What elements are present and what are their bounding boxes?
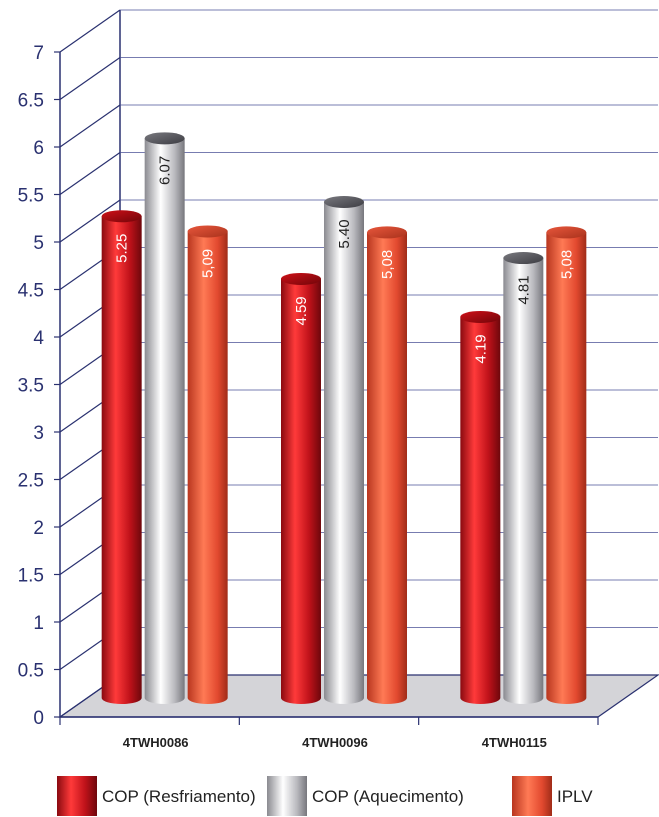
data-label: 5,09 — [200, 249, 217, 278]
y-tick-label: 7 — [33, 43, 44, 64]
bar: 4.81 — [503, 252, 544, 704]
data-label: 6.07 — [157, 156, 174, 185]
x-category-label: 4TWH0096 — [302, 735, 368, 750]
y-tick-label: 4.5 — [18, 281, 44, 302]
data-label: 5,08 — [379, 250, 396, 279]
data-label: 4.59 — [293, 296, 310, 325]
y-tick-label: 2.5 — [18, 471, 44, 492]
bar-cap — [460, 310, 501, 323]
bar-body — [324, 202, 364, 704]
y-tick-label: 5 — [33, 233, 44, 254]
bar-body — [503, 258, 544, 704]
bar: 4.19 — [460, 310, 501, 704]
bar-body — [367, 232, 407, 704]
legend-item: COP (Aquecimento) — [267, 776, 464, 816]
legend-swatch — [57, 776, 97, 816]
y-tick-label: 6 — [33, 138, 44, 159]
bars: 5.25 6.07 5,09 4.59 5.40 5,08 4.19 4.81 5,08 — [101, 132, 587, 705]
y-tick-label: 2 — [33, 518, 44, 539]
legend-label: COP (Aquecimento) — [312, 787, 464, 806]
y-tick-label: 5.5 — [18, 186, 44, 207]
bar: 4.59 — [281, 272, 321, 704]
tick-diagonal — [59, 152, 121, 195]
legend-swatch — [512, 776, 552, 816]
x-category-label: 4TWH0086 — [123, 735, 189, 750]
bar-cap — [324, 196, 364, 208]
tick-diagonal — [59, 199, 121, 243]
bar-cap — [503, 252, 544, 265]
data-label: 5.40 — [336, 219, 353, 248]
data-label: 5,08 — [558, 250, 575, 279]
y-tick-label: 4 — [33, 328, 44, 349]
bar: 5.40 — [324, 196, 364, 704]
data-label: 5.25 — [114, 234, 131, 263]
x-category-label: 4TWH0115 — [482, 735, 547, 750]
legend-swatch — [267, 776, 307, 816]
y-tick-label: 6.5 — [18, 91, 44, 112]
bar-body — [546, 232, 587, 704]
legend-item: COP (Resfriamento) — [57, 776, 256, 816]
y-tick-label: 3 — [33, 423, 44, 444]
category-labels: 4TWH0086 4TWH0096 4TWH0115 — [123, 735, 547, 750]
y-tick-label: 0.5 — [18, 661, 44, 682]
bar-cap — [281, 272, 321, 285]
legend: COP (Resfriamento) COP (Aquecimento) IPLV — [57, 776, 593, 816]
bar: 5,08 — [546, 226, 587, 704]
y-tick-label: 0 — [33, 708, 44, 729]
bar-body — [460, 316, 501, 704]
bar-cap — [101, 210, 142, 223]
bar-body — [101, 216, 142, 704]
bar: 5,09 — [187, 225, 228, 704]
data-label: 4.19 — [472, 334, 489, 363]
bar-body — [144, 138, 185, 705]
bar: 6.07 — [144, 132, 185, 705]
bar-cap — [367, 226, 407, 239]
legend-item: IPLV — [512, 776, 593, 816]
legend-label: IPLV — [557, 787, 593, 806]
y-axis-ticks: 0 0.5 1 1.5 2 2.5 3 3.5 4 4.5 5 5.5 6 6.5 7 — [18, 43, 45, 729]
bar-body — [187, 231, 228, 704]
y-tick-label: 1.5 — [18, 566, 44, 587]
tick-diagonal — [59, 9, 121, 53]
y-tick-label: 3.5 — [18, 376, 44, 397]
bar: 5.25 — [101, 210, 142, 704]
data-label: 4.81 — [515, 275, 532, 304]
bar: 5,08 — [367, 226, 407, 704]
y-tick-label: 1 — [33, 613, 44, 634]
bar-cap — [546, 226, 587, 239]
bar-cap — [187, 225, 228, 238]
tick-diagonal — [59, 57, 121, 100]
legend-label: COP (Resfriamento) — [102, 787, 256, 806]
bar-body — [281, 278, 321, 704]
tick-diagonal — [59, 104, 121, 148]
bar-cap — [144, 132, 185, 145]
